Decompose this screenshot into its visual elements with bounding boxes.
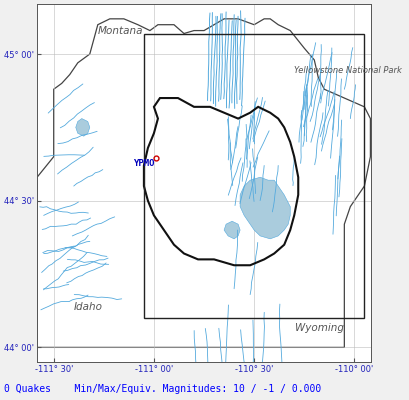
Polygon shape <box>76 118 90 136</box>
Text: YPMO: YPMO <box>133 159 154 168</box>
Text: Wyoming: Wyoming <box>294 323 344 333</box>
Bar <box>144 34 364 318</box>
Polygon shape <box>224 221 240 239</box>
Polygon shape <box>37 19 369 347</box>
Text: 0 Quakes    Min/Max/Equiv. Magnitudes: 10 / -1 / 0.000: 0 Quakes Min/Max/Equiv. Magnitudes: 10 /… <box>4 384 321 394</box>
Text: Yellowstone National Park: Yellowstone National Park <box>294 66 401 74</box>
Polygon shape <box>240 177 290 239</box>
Text: Idaho: Idaho <box>74 302 103 312</box>
Text: Montana: Montana <box>98 26 143 36</box>
